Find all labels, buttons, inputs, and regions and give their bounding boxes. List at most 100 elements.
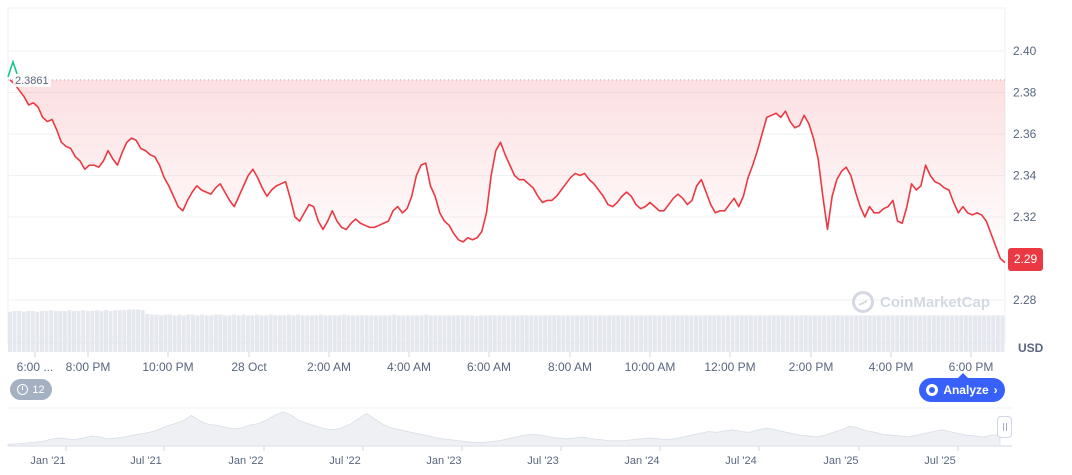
volume-bar <box>529 315 534 352</box>
volume-bar <box>739 315 744 352</box>
volume-bar <box>72 310 77 352</box>
volume-bar <box>812 315 817 352</box>
volume-bar <box>241 314 246 352</box>
volume-bar <box>163 314 168 352</box>
volume-bar <box>730 315 735 352</box>
volume-bar <box>318 314 323 352</box>
volume-bar <box>863 315 868 352</box>
navigator-tick-label: Jul '21 <box>130 455 161 467</box>
reference-price-label: 2.3861 <box>13 75 51 87</box>
volume-bar <box>959 315 964 352</box>
x-tick-label: 12:00 PM <box>704 360 755 374</box>
volume-bar <box>616 315 621 352</box>
volume-bar <box>277 315 282 352</box>
volume-bar <box>565 315 570 352</box>
volume-bar <box>172 315 177 352</box>
volume-bar <box>657 315 662 352</box>
volume-bar <box>305 315 310 352</box>
volume-bar <box>213 314 218 352</box>
volume-bar <box>314 315 319 352</box>
y-tick-label: 2.34 <box>1013 169 1037 183</box>
volume-bar <box>401 315 406 352</box>
y-tick-label: 2.36 <box>1013 127 1037 141</box>
volume-bar <box>259 315 264 352</box>
volume-bar <box>744 315 749 352</box>
navigator-handle[interactable] <box>997 416 1012 438</box>
volume-bar <box>104 310 109 352</box>
volume-bar <box>373 315 378 352</box>
volume-bar <box>886 315 891 352</box>
volume-bar <box>584 315 589 352</box>
volume-bar <box>113 310 118 352</box>
x-tick-label: 8:00 AM <box>548 360 592 374</box>
x-tick-label: 8:00 PM <box>66 360 111 374</box>
volume-bar <box>639 315 644 352</box>
volume-bars <box>8 309 1005 352</box>
volume-bar <box>232 314 237 352</box>
volume-bar <box>671 315 676 352</box>
volume-bar <box>712 315 717 352</box>
volume-bar <box>575 315 580 352</box>
volume-bar <box>876 315 881 352</box>
volume-bar <box>186 314 191 352</box>
volume-bar <box>533 315 538 352</box>
x-tick-label: 2:00 PM <box>789 360 834 374</box>
volume-bar <box>931 315 936 352</box>
x-tick-label: 2:00 AM <box>307 360 351 374</box>
x-tick-label: 4:00 PM <box>869 360 914 374</box>
volume-bar <box>49 310 54 352</box>
navigator-tick-label: Jul '25 <box>924 455 955 467</box>
volume-bar <box>21 311 26 352</box>
volume-bar <box>785 315 790 352</box>
volume-bar <box>794 315 799 352</box>
volume-bar <box>831 315 836 352</box>
volume-bar <box>465 315 470 352</box>
volume-bar <box>908 315 913 352</box>
analyze-button[interactable]: Analyze › <box>919 378 1005 402</box>
navigator-tick-label: Jul '24 <box>725 455 756 467</box>
volume-bar <box>44 310 49 352</box>
volume-bar <box>268 314 273 352</box>
volume-bar <box>762 315 767 352</box>
x-tick-label: 6:00 AM <box>467 360 511 374</box>
volume-bar <box>991 315 996 352</box>
volume-bar <box>556 315 561 352</box>
volume-bar <box>817 315 822 352</box>
volume-bar <box>35 311 40 352</box>
volume-bar <box>442 315 447 352</box>
volume-bar <box>483 315 488 352</box>
volume-bar <box>968 315 973 352</box>
navigator[interactable]: Jan '21 Jul '21 Jan '22 Jul '22 Jan '23 Jul '… <box>7 407 1012 467</box>
volume-bar <box>58 310 63 352</box>
volume-bar <box>547 315 552 352</box>
volume-bar <box>85 310 90 352</box>
volume-bar <box>469 315 474 352</box>
volume-bar <box>940 315 945 352</box>
volume-bar <box>629 315 634 352</box>
volume-bar <box>309 315 314 352</box>
volume-bar <box>195 315 200 352</box>
volume-bar <box>158 315 163 352</box>
volume-bar <box>726 315 730 352</box>
volume-bar <box>899 315 904 352</box>
volume-bar <box>200 314 205 352</box>
volume-bar <box>296 314 301 352</box>
volume-bar <box>721 315 726 352</box>
volume-bar <box>337 315 342 352</box>
volume-bar <box>8 311 12 352</box>
volume-bar <box>694 315 698 352</box>
volume-bar <box>593 315 598 352</box>
volume-bar <box>126 309 131 352</box>
interval-button[interactable]: 12 <box>10 379 52 400</box>
volume-bar <box>181 315 186 352</box>
navigator-tick-label: Jan '24 <box>624 455 659 467</box>
volume-bar <box>236 315 241 352</box>
volume-bar <box>328 315 333 352</box>
volume-bar <box>543 315 548 352</box>
volume-bar <box>803 315 808 352</box>
price-line-up-segment <box>7 59 18 78</box>
volume-bar <box>474 316 479 352</box>
volume-bar <box>254 314 259 352</box>
volume-bar <box>698 315 703 352</box>
